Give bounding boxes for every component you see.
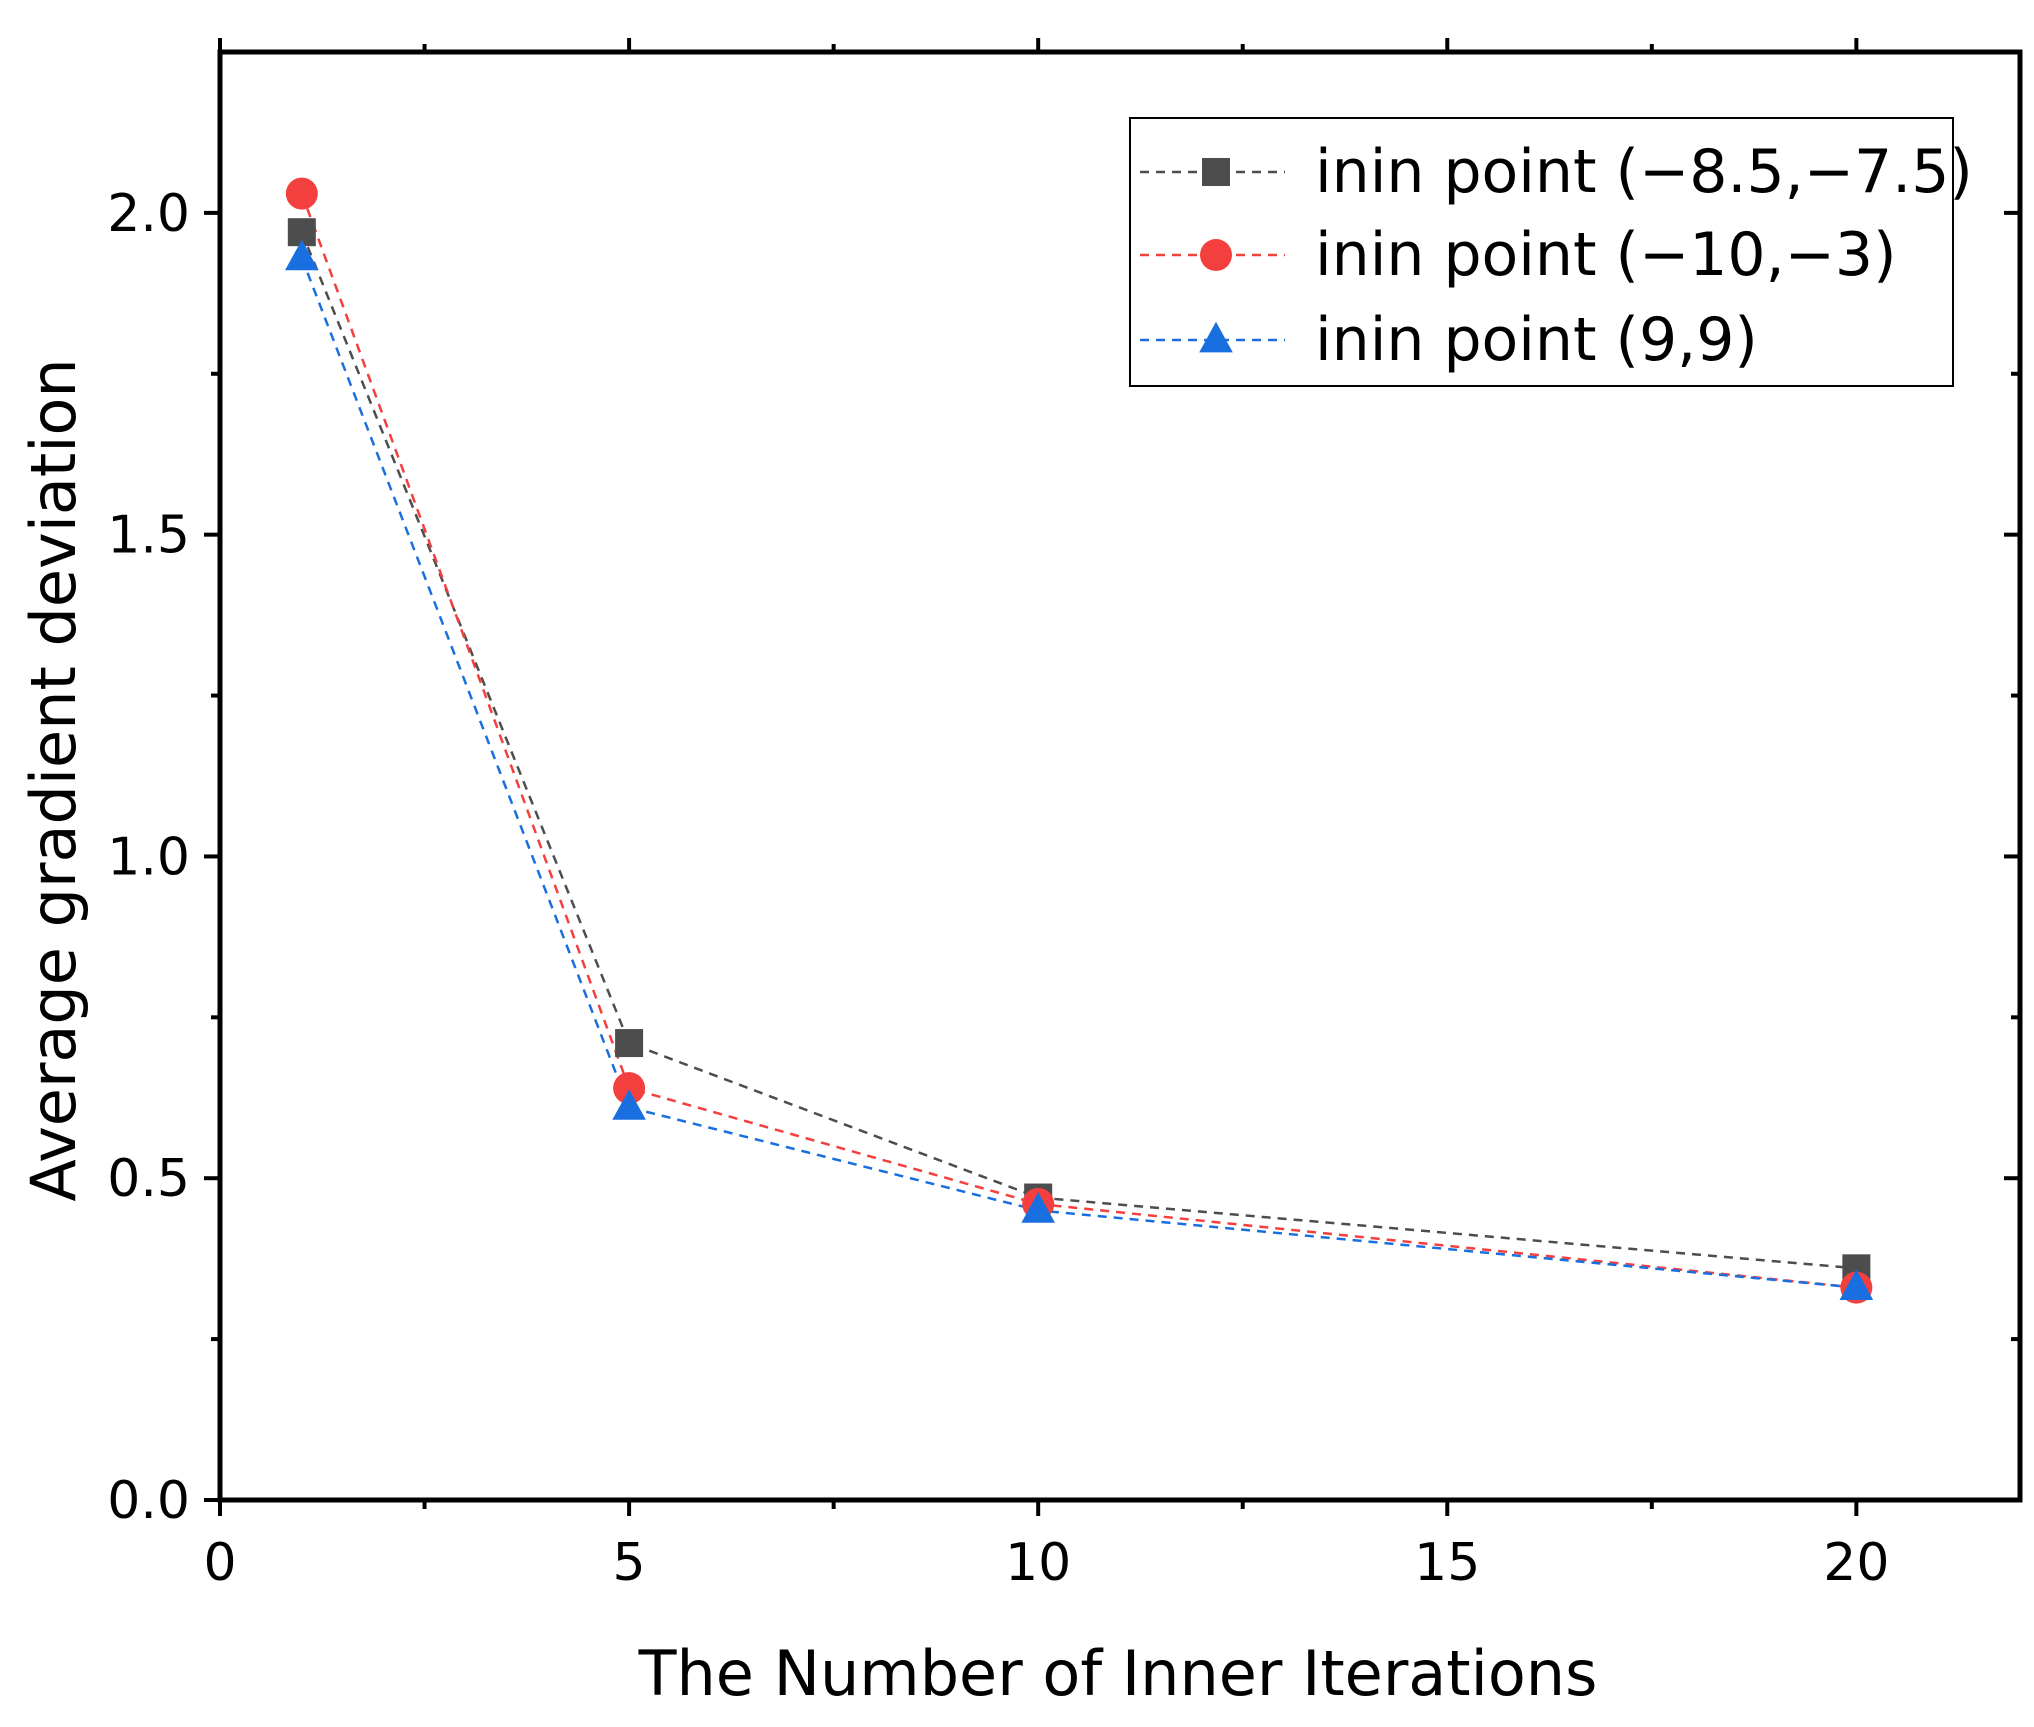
y-tick-label-3: 1.0 [107, 827, 190, 887]
y-axis-title: Average gradient deviation [17, 358, 90, 1201]
y-tick-label-4: 1.5 [107, 506, 190, 566]
x-tick-label-1: 0 [203, 1533, 236, 1593]
x-tick-label-2: 5 [613, 1533, 646, 1593]
y-tick-label-1: 0.0 [107, 1471, 190, 1531]
legend-box [1129, 117, 1954, 387]
legend-label-3: inin point (9,9) [1315, 305, 1758, 375]
legend-label-2: inin point (−10,−3) [1315, 220, 1897, 290]
series-line-3 [300, 257, 1857, 1289]
data-point-s3-3 [1021, 1192, 1055, 1223]
y-tick-label-2: 0.5 [107, 1149, 190, 1209]
legend-label-1: inin point (−8.5,−7.5) [1315, 137, 1973, 207]
data-point-s3-2 [612, 1089, 646, 1120]
legend-marker-1 [1202, 158, 1230, 186]
legend-marker-2 [1200, 239, 1232, 271]
data-point-s3-1 [285, 239, 319, 271]
legend: inin point (−8.5,−7.5) inin point (−10,−3… [1129, 117, 1973, 387]
data-point-s3-4 [1839, 1269, 1874, 1300]
data-point-s2-1 [285, 177, 318, 210]
axes-layer: 0 5 10 15 20 0.0 0.5 1.0 1.5 2.0 [107, 38, 2023, 1593]
x-tick-label-5: 20 [1823, 1533, 1889, 1593]
legend-marker-3 [1199, 321, 1233, 353]
x-axis-title: The Number of Inner Iterations [638, 1637, 1598, 1710]
marker-layer [285, 177, 1874, 1304]
series-layer [300, 193, 1857, 1289]
y-tick-label-5: 2.0 [107, 184, 190, 244]
x-tick-label-3: 10 [1005, 1533, 1071, 1593]
data-point-s2-2 [613, 1072, 646, 1105]
series-line-1 [300, 231, 1857, 1270]
data-point-s1-2 [615, 1029, 644, 1058]
x-tick-label-4: 15 [1414, 1533, 1480, 1593]
